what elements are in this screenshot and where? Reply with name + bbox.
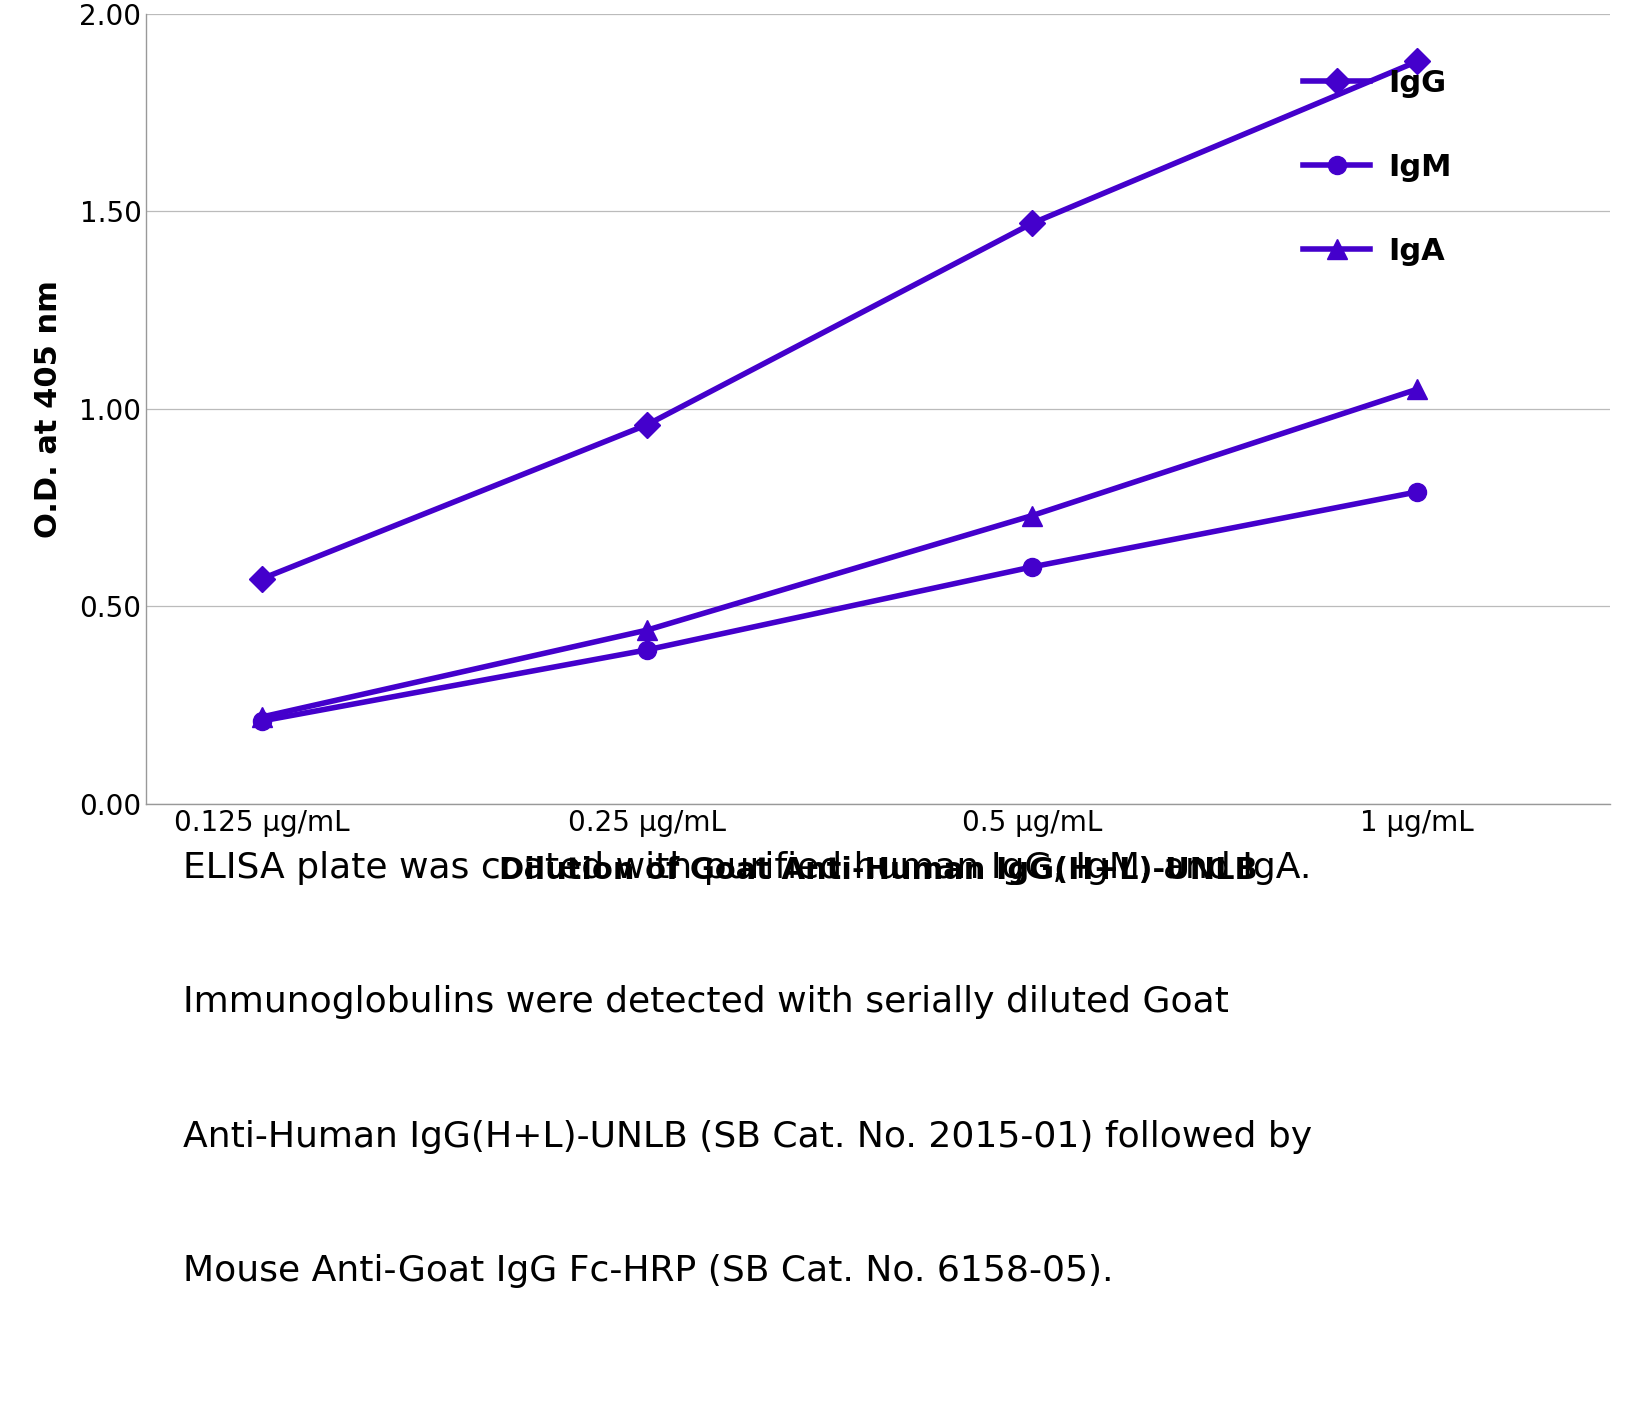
IgM [1023,558,1042,575]
Line: IgG: IgG [254,52,1426,588]
IgG [1023,215,1042,231]
IgA [1408,380,1428,397]
Legend: IgG, IgM, IgA: IgG, IgM, IgA [1302,69,1452,265]
Text: ELISA plate was coated with purified human IgG, IgM, and IgA.: ELISA plate was coated with purified hum… [182,850,1311,885]
Text: Immunoglobulins were detected with serially diluted Goat: Immunoglobulins were detected with seria… [182,985,1229,1019]
IgM [637,641,657,658]
IgG [1408,53,1428,70]
IgM [252,713,272,730]
Y-axis label: O.D. at 405 nm: O.D. at 405 nm [34,281,63,537]
X-axis label: Dilution of Goat Anti-Human IgG(H+L)-UNLB: Dilution of Goat Anti-Human IgG(H+L)-UNL… [499,856,1257,885]
IgA [1023,506,1042,523]
IgA [252,709,272,725]
Line: IgM: IgM [254,483,1426,730]
Text: Anti-Human IgG(H+L)-UNLB (SB Cat. No. 2015-01) followed by: Anti-Human IgG(H+L)-UNLB (SB Cat. No. 20… [182,1120,1312,1153]
Text: Mouse Anti-Goat IgG Fc-HRP (SB Cat. No. 6158-05).: Mouse Anti-Goat IgG Fc-HRP (SB Cat. No. … [182,1254,1114,1288]
IgA [637,622,657,638]
IgG [252,571,272,588]
Line: IgA: IgA [252,379,1428,727]
IgG [637,417,657,434]
IgM [1408,484,1428,501]
